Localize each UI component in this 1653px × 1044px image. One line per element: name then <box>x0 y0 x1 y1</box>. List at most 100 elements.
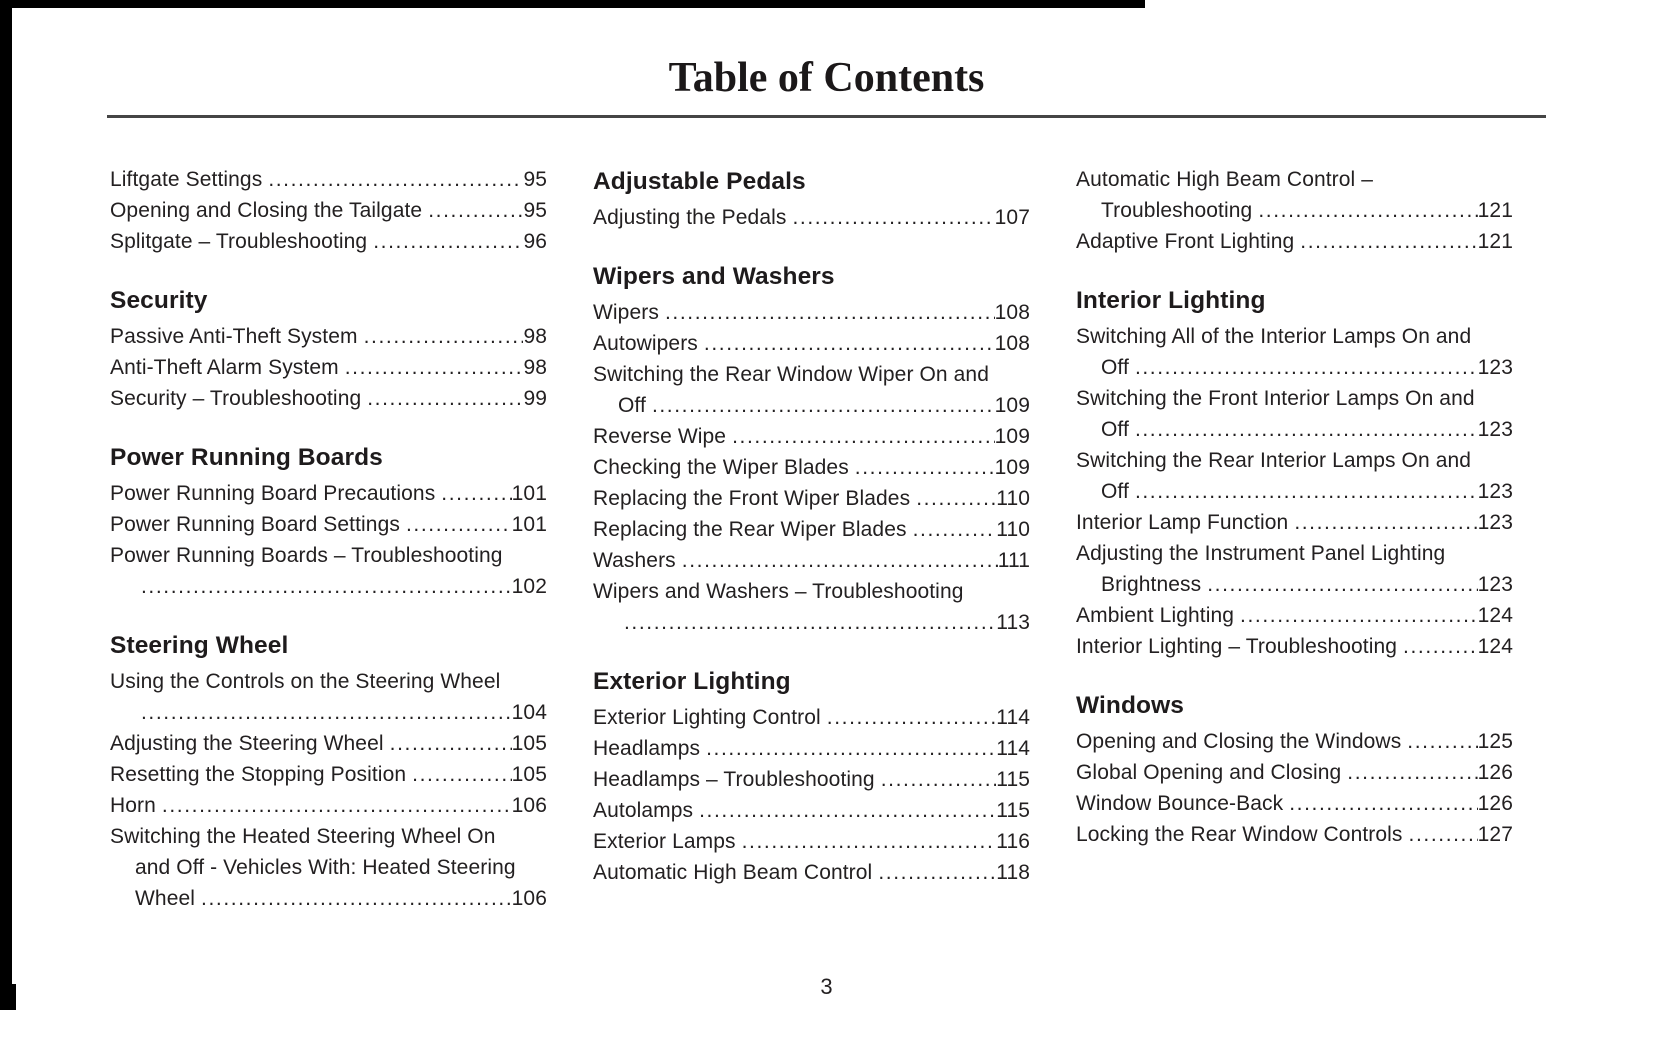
entry-page-number: 114 <box>996 737 1030 760</box>
entry-text: Adjusting the Pedals <box>593 206 787 229</box>
entry-page-number: 123 <box>1477 573 1513 596</box>
toc-entry-line: Wipers 108 <box>593 297 1030 328</box>
entry-text: and Off - Vehicles With: Heated Steering <box>135 856 516 879</box>
toc-entry-line: Wipers and Washers – Troubleshooting <box>593 576 1030 607</box>
entry-text: Automatic High Beam Control – <box>1076 168 1374 191</box>
entry-page-number: 124 <box>1477 604 1513 627</box>
page-number: 3 <box>820 974 833 999</box>
toc-entry-line: Headlamps 114 <box>593 733 1030 764</box>
toc-column: Automatic High Beam Control – Troubleshoo… <box>1076 164 1513 914</box>
entry-text: Adjusting the Steering Wheel <box>110 732 384 755</box>
dot-leader <box>704 328 995 359</box>
dot-leader <box>1207 569 1477 600</box>
entry-page-number: 114 <box>996 706 1030 729</box>
dot-leader <box>1409 819 1478 850</box>
toc-entry-line: and Off - Vehicles With: Heated Steering <box>110 852 547 883</box>
entry-page-number: 96 <box>523 230 547 253</box>
dot-leader <box>732 421 995 452</box>
entry-page-number: 118 <box>996 861 1030 884</box>
entry-page-number: 95 <box>523 199 547 222</box>
dot-leader <box>682 545 998 576</box>
entry-text: Power Running Board Settings <box>110 513 400 536</box>
dot-leader <box>1135 414 1478 445</box>
dot-leader <box>1347 757 1477 788</box>
entry-page-number: 121 <box>1477 199 1513 222</box>
entry-text: Off <box>1101 418 1129 441</box>
toc-entry-line: Replacing the Rear Wiper Blades 110 <box>593 514 1030 545</box>
entry-text: Checking the Wiper Blades <box>593 456 849 479</box>
toc-entry-line: Switching the Rear Window Wiper On and <box>593 359 1030 390</box>
entry-text: Exterior Lighting Control <box>593 706 821 729</box>
entry-text: Autolamps <box>593 799 694 822</box>
entry-text: Off <box>618 394 646 417</box>
entry-text: Wipers and Washers – Troubleshooting <box>593 580 964 603</box>
entry-text: Troubleshooting <box>1101 199 1253 222</box>
dot-leader <box>699 795 996 826</box>
section-heading: Security <box>110 287 208 314</box>
entry-page-number: 127 <box>1477 823 1513 846</box>
toc-entry-line: Adjusting the Pedals 107 <box>593 202 1030 233</box>
entry-page-number: 111 <box>997 549 1030 572</box>
entry-page-number: 113 <box>996 611 1030 634</box>
toc-section: Windows Opening and Closing the Windows 12… <box>1076 688 1513 850</box>
dot-leader <box>162 790 512 821</box>
toc-entry-line: Checking the Wiper Blades 109 <box>593 452 1030 483</box>
entry-page-number: 125 <box>1477 730 1513 753</box>
toc-entry-line: Autowipers 108 <box>593 328 1030 359</box>
entry-text: Passive Anti-Theft System <box>110 325 358 348</box>
toc-entry-line: Locking the Rear Window Controls 127 <box>1076 819 1513 850</box>
entry-page-number: 109 <box>994 456 1030 479</box>
toc-entry-line: Off 123 <box>1076 352 1513 383</box>
entry-text: Anti-Theft Alarm System <box>110 356 339 379</box>
entry-text: Automatic High Beam Control <box>593 861 873 884</box>
toc-entry-line: Off 123 <box>1076 476 1513 507</box>
toc-section: Security Passive Anti-Theft System98 Anti-… <box>110 283 547 414</box>
dot-leader <box>373 226 523 257</box>
entry-text: Power Running Boards – Troubleshooting <box>110 544 503 567</box>
toc-entry-line: Switching the Front Interior Lamps On an… <box>1076 383 1513 414</box>
dot-leader <box>1407 726 1477 757</box>
entry-page-number: 115 <box>996 799 1030 822</box>
dot-leader <box>141 571 512 602</box>
entry-text: Headlamps <box>593 737 701 760</box>
entry-text: Wipers <box>593 301 659 324</box>
entry-page-number: 108 <box>994 332 1030 355</box>
entry-page-number: 126 <box>1477 792 1513 815</box>
entry-text: Window Bounce-Back <box>1076 792 1284 815</box>
section-heading: Adjustable Pedals <box>593 168 806 195</box>
dot-leader <box>1403 631 1478 662</box>
toc-entry-line: Reverse Wipe 109 <box>593 421 1030 452</box>
toc-entry-line: Passive Anti-Theft System 98 <box>110 321 547 352</box>
entry-page-number: 104 <box>511 701 547 724</box>
entry-page-number: 126 <box>1477 761 1513 784</box>
entry-page-number: 106 <box>511 887 547 910</box>
entry-text: Horn <box>110 794 156 817</box>
entry-text: Wheel <box>135 887 196 910</box>
entry-page-number: 121 <box>1477 230 1513 253</box>
entry-page-number: 110 <box>996 518 1030 541</box>
dot-leader <box>390 728 512 759</box>
entry-text: Interior Lighting – Troubleshooting <box>1076 635 1398 658</box>
entry-text: Switching the Rear Window Wiper On and <box>593 363 989 386</box>
entry-text: Liftgate Settings <box>110 168 263 191</box>
dot-leader <box>428 195 523 226</box>
entry-text: Washers <box>593 549 676 572</box>
entry-text: Exterior Lamps <box>593 830 736 853</box>
entry-text: Autowipers <box>593 332 698 355</box>
dot-leader <box>141 697 512 728</box>
toc-entry-line: Brightness 123 <box>1076 569 1513 600</box>
toc-entry-line: Adjusting the Steering Wheel 105 <box>110 728 547 759</box>
toc-section: Interior Lighting Switching All of the In… <box>1076 283 1513 662</box>
dot-leader <box>1240 600 1478 631</box>
entry-page-number: 102 <box>511 575 547 598</box>
toc-entry-line: Resetting the Stopping Position 105 <box>110 759 547 790</box>
entry-page-number: 124 <box>1477 635 1513 658</box>
dot-leader <box>878 857 996 888</box>
entry-page-number: 123 <box>1477 480 1513 503</box>
toc-section: Wipers and Washers Wipers 108 Autowipers 108… <box>593 259 1030 638</box>
dot-leader <box>364 321 524 352</box>
toc-section: Adjustable Pedals Adjusting the Pedals 107 <box>593 164 1030 233</box>
dot-leader <box>827 702 996 733</box>
toc-entry-line: Opening and Closing the Windows 125 <box>1076 726 1513 757</box>
dot-leader <box>855 452 995 483</box>
